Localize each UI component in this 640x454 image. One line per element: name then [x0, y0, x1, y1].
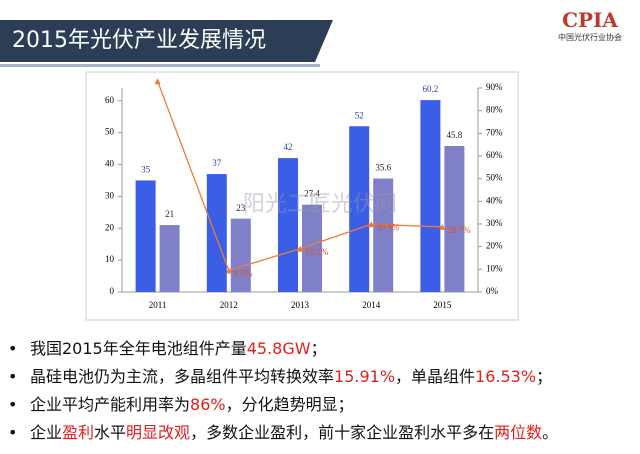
bullet-text: ；: [310, 339, 327, 358]
x-tick-label: 2015: [433, 300, 452, 310]
y2-tick-label: 30%: [486, 218, 503, 228]
logo-sub: 中国光伏行业协会: [558, 33, 622, 42]
logo: CPIA 中国光伏行业协会: [545, 8, 635, 43]
y-tick-label: 50: [105, 127, 115, 137]
x-tick-label: 2012: [220, 300, 238, 310]
bullet-text: 企业: [30, 423, 63, 442]
bullet-list: • 我国2015年全年电池组件产量45.8GW； • 晶硅电池仍为主流，多晶组件平均转…: [8, 335, 638, 447]
y2-tick-label: 80%: [486, 105, 503, 115]
chart: 0 10 20 30 40 50 60 0% 10% 20% 30% 40% 50% 60% 70% 80% 9…: [85, 71, 519, 321]
bar: [302, 204, 322, 292]
bar-value-label: 37: [212, 158, 222, 168]
bullet-text: ，单晶组件: [395, 367, 476, 386]
line-marker: [154, 78, 161, 85]
y-tick-label: 60: [105, 95, 115, 105]
bullet-text: 我国2015年全年电池组件产量: [30, 339, 247, 358]
y-tick-label: 30: [105, 190, 115, 200]
y-tick-label: 10: [105, 254, 115, 264]
y-tick-label: 40: [105, 159, 115, 169]
line-value-label: 19.1%: [305, 247, 329, 257]
bar-value-label: 52: [355, 110, 364, 120]
bar-value-label: 27.4: [304, 189, 320, 199]
y2-tick-label: 60%: [486, 150, 503, 160]
y2-tick-label: 20%: [486, 241, 503, 251]
bullet-text: 水平: [94, 423, 127, 442]
y-tick-label: 0: [110, 286, 115, 296]
bar-value-label: 35: [141, 165, 151, 175]
y2-tick-label: 90%: [486, 82, 503, 92]
bullet: • 晶硅电池仍为主流，多晶组件平均转换效率15.91%，单晶组件16.53%；: [8, 363, 638, 391]
highlight-text: 86%: [190, 395, 226, 414]
y2-tick-label: 70%: [486, 127, 503, 137]
y-tick-label: 20: [105, 222, 115, 232]
bullet-text: ，多数企业盈利，前十家企业盈利水平多在: [190, 423, 495, 442]
line-marker: [225, 267, 232, 274]
bar-value-label: 23: [236, 203, 246, 213]
bar: [159, 225, 180, 292]
bullet-text: 企业平均产能利用率为: [30, 395, 191, 414]
bullet-text: ，分化趋势明显；: [225, 395, 354, 414]
y2-tick-label: 40%: [486, 195, 503, 205]
header-stripe: [0, 64, 320, 67]
bullet-dot: •: [8, 367, 18, 386]
y2-tick-label: 50%: [486, 173, 503, 183]
bar: [278, 158, 298, 292]
bullet-dot: •: [8, 423, 18, 442]
bar-value-label: 42: [284, 142, 293, 152]
y2-tick-label: 0%: [486, 286, 499, 296]
bar-value-label: 21: [165, 209, 174, 219]
bullet: • 我国2015年全年电池组件产量45.8GW；: [8, 335, 638, 363]
bar-value-label: 45.8: [447, 130, 463, 140]
bullet-dot: •: [8, 339, 18, 358]
logo-text: CPIA: [562, 8, 618, 32]
highlight-text: 两位数: [494, 423, 543, 442]
y2-tick-label: 10%: [486, 263, 503, 273]
watermark: 阳光工匠光伏网: [243, 192, 397, 217]
bar: [135, 180, 156, 292]
highlight-text: 明显改观: [126, 423, 191, 442]
line-marker: [439, 223, 446, 230]
line-marker: [368, 221, 375, 228]
bullet-dot: •: [8, 395, 18, 414]
line-value-label: 9.5%: [234, 269, 253, 279]
bar: [349, 126, 370, 292]
bar: [206, 174, 227, 292]
x-tick-label: 2011: [149, 300, 167, 310]
line-value-label: 28.7%: [447, 225, 471, 235]
line-value-label: 29.9%: [376, 222, 400, 232]
highlight-text: 45.8GW: [246, 339, 311, 358]
x-tick-label: 2013: [291, 300, 310, 310]
bar: [444, 146, 465, 292]
bullet-text: 。: [542, 423, 559, 442]
bullet: • 企业盈利水平明显改观，多数企业盈利，前十家企业盈利水平多在两位数。: [8, 419, 638, 447]
line-marker: [297, 245, 303, 252]
bar: [373, 178, 394, 292]
highlight-text: 16.53%: [475, 367, 537, 386]
bullet: • 企业平均产能利用率为86%，分化趋势明显；: [8, 391, 638, 419]
bullet-text: ；: [536, 367, 553, 386]
x-tick-label: 2014: [362, 300, 381, 310]
bar: [230, 218, 251, 292]
bar: [420, 100, 441, 292]
bar-value-label: 60.2: [423, 84, 439, 94]
highlight-text: 15.91%: [334, 367, 396, 386]
header-title: 2015年光伏产业发展情况: [0, 20, 333, 62]
highlight-text: 盈利: [62, 423, 95, 442]
bullet-text: 晶硅电池仍为主流，多晶组件平均转换效率: [30, 367, 335, 386]
bar-value-label: 35.6: [375, 163, 391, 173]
